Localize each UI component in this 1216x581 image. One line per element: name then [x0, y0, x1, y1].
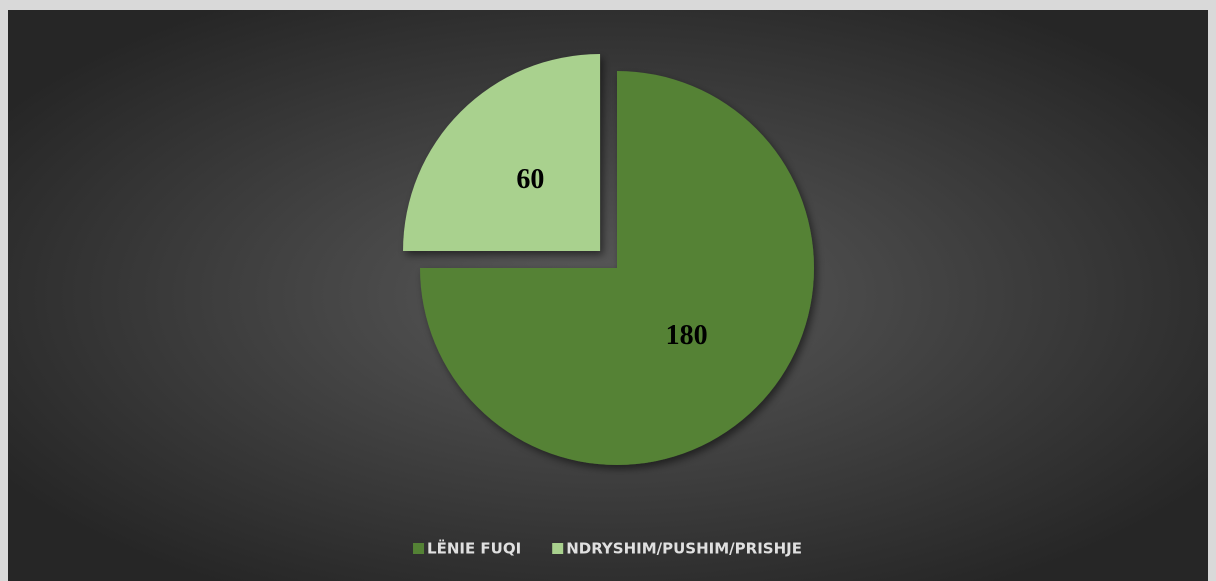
legend-label: LËNIE FUQI [427, 539, 521, 558]
data-label: 180 [666, 320, 708, 351]
legend: LËNIE FUQI NDRYSHIM/PUSHIM/PRISHJE [413, 539, 802, 558]
pie [403, 54, 814, 465]
data-labels: 180 60 [516, 164, 707, 351]
legend-label: NDRYSHIM/PUSHIM/PRISHJE [566, 540, 802, 558]
pie-slice [420, 71, 814, 465]
pie-slice [403, 54, 601, 252]
data-label: 60 [516, 164, 544, 195]
legend-swatch [413, 543, 425, 554]
legend-swatch [552, 543, 564, 554]
